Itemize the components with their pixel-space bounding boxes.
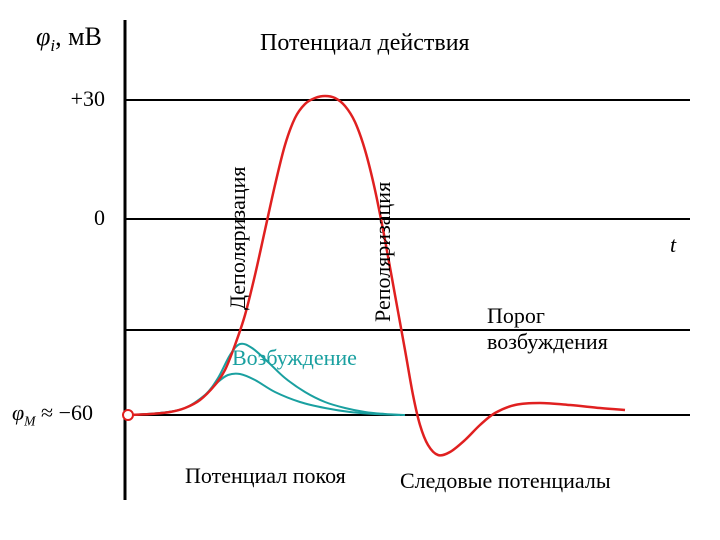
label-resting-potential: Потенциал покоя (185, 463, 346, 489)
ytick-0: 0 (45, 205, 105, 231)
x-axis-label: t (670, 232, 676, 258)
resting-marker (123, 410, 133, 420)
chart-svg (0, 0, 720, 540)
label-repolarization: Реполяризация (370, 182, 396, 322)
ytick-plus30: +30 (45, 86, 105, 112)
resting-potential-label: φM ≈ −60 (12, 400, 93, 429)
label-after-potentials: Следовые потенциалы (400, 468, 611, 494)
title-action-potential: Потенциал действия (260, 30, 470, 57)
action-potential-chart: φi, мВ +30 0 φM ≈ −60 t Потенциал действ… (0, 0, 720, 540)
label-depolarization: Деполяризация (225, 166, 251, 310)
y-axis-title: φi, мВ (36, 22, 102, 56)
label-excitation: Возбуждение (232, 345, 357, 371)
label-threshold: Порог возбуждения (487, 303, 608, 356)
subthreshold-lower-curve (128, 374, 400, 415)
